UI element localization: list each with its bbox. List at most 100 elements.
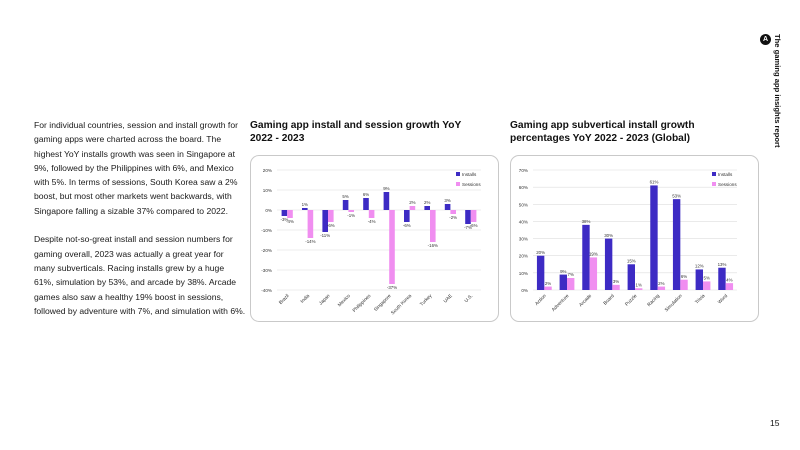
- body-text: For individual countries, session and in…: [34, 118, 246, 332]
- body-paragraph-subverticals: Despite not-so-great install and session…: [34, 234, 246, 316]
- bar-sessions-philippines: [368, 210, 375, 218]
- bar-installs-philippines: [363, 198, 369, 210]
- bar-installs-mexico: [342, 200, 349, 210]
- bar-sessions-japan: [328, 210, 334, 222]
- brand-logo-icon: A: [760, 34, 771, 45]
- data-label-installs-philippines: 6%: [363, 192, 369, 197]
- legend-swatch-installs: [712, 172, 716, 176]
- bar-installs-board: [604, 238, 613, 290]
- x-tick-label-trivia: Trivia: [694, 293, 707, 306]
- bar-sessions-action: [544, 286, 552, 290]
- y-tick-label: 20%: [519, 254, 528, 259]
- data-label-installs-trivia: 12%: [695, 264, 704, 269]
- chart-title-country-growth: Gaming app install and session growth Yo…: [250, 120, 462, 144]
- legend-label-sessions: Sessions: [462, 182, 481, 187]
- y-tick-label: 40%: [519, 219, 528, 224]
- bar-installs-puzzle: [627, 264, 635, 290]
- data-label-sessions-philippines: -4%: [368, 219, 376, 224]
- x-tick-label-turkey: Turkey: [419, 293, 434, 308]
- bar-installs-racing: [650, 185, 658, 290]
- chart-subvertical-growth: 70% 60% 50% 40% 30% 20% 10% 0% 20% 2% Action 9% 7% Ad…: [510, 155, 759, 322]
- data-label-sessions-u-s: -6%: [470, 223, 478, 228]
- bar-sessions-trivia: [703, 281, 711, 290]
- x-tick-label-mexico: Mexico: [337, 293, 352, 308]
- data-label-installs-brazil: -3%: [280, 217, 288, 222]
- bar-sessions-south-korea: [409, 206, 416, 210]
- legend-swatch-sessions: [712, 182, 716, 186]
- bar-installs-simulation: [672, 199, 681, 290]
- chart-title-subvertical-growth: Gaming app subvertical install growth pe…: [510, 120, 695, 144]
- y-tick-label: 60%: [519, 185, 528, 190]
- x-tick-label-puzzle: Puzzle: [624, 293, 639, 308]
- legend-label-installs: Installs: [718, 172, 733, 177]
- data-label-installs-racing: 61%: [650, 180, 659, 185]
- data-label-installs-japan: -11%: [320, 233, 330, 238]
- bar-installs-u-s: [465, 210, 471, 224]
- data-label-sessions-trivia: 5%: [704, 276, 710, 281]
- data-label-sessions-japan: -6%: [327, 223, 335, 228]
- data-label-installs-turkey: 2%: [424, 200, 430, 205]
- y-tick-label: -30%: [261, 268, 272, 273]
- bar-sessions-brazil: [287, 210, 293, 218]
- data-label-sessions-uae: -2%: [449, 215, 457, 220]
- data-label-sessions-board: 3%: [613, 279, 619, 284]
- chart-country-growth-svg: 20%10%0%-10%-20%-30%-40%-3%-4%Brazil1%-1…: [261, 168, 481, 316]
- x-tick-label-philippines: Philippines: [352, 293, 373, 314]
- bar-installs-uae: [444, 204, 451, 210]
- legend-swatch-sessions: [456, 182, 460, 186]
- x-tick-label-singapore: Singapore: [373, 293, 393, 313]
- bar-installs-trivia: [695, 269, 703, 290]
- data-label-installs-puzzle: 15%: [627, 258, 636, 263]
- data-label-sessions-racing: 2%: [658, 281, 664, 286]
- bar-installs-adventure: [559, 274, 567, 290]
- data-label-sessions-arcade: 19%: [589, 252, 598, 257]
- bar-installs-south-korea: [404, 210, 410, 222]
- x-tick-label-word: Word: [717, 293, 730, 306]
- data-label-sessions-mexico: -1%: [347, 213, 355, 218]
- y-tick-label: 30%: [519, 237, 528, 242]
- x-tick-label-india: India: [299, 293, 311, 305]
- legend-swatch-installs: [456, 172, 460, 176]
- data-label-installs-arcade: 38%: [582, 219, 591, 224]
- bar-installs-action: [536, 255, 545, 290]
- data-label-sessions-turkey: -16%: [428, 243, 438, 248]
- x-tick-label-uae: UAE: [443, 293, 454, 304]
- x-tick-label-simulation: Simulation: [664, 293, 684, 313]
- bar-sessions-board: [612, 284, 620, 290]
- y-tick-label: 20%: [263, 168, 272, 173]
- bar-installs-japan: [322, 210, 328, 232]
- x-tick-label-u-s: U.S.: [463, 293, 474, 304]
- bar-sessions-adventure: [567, 278, 575, 290]
- x-tick-label-racing: Racing: [646, 293, 661, 308]
- report-title-vertical: The gaming app insights report: [773, 34, 782, 148]
- chart-country-growth: 20% 10% 0% -10% -20% -30% -40% -3% -4% Brazil 1% -1…: [250, 155, 499, 322]
- bar-installs-brazil: [281, 210, 288, 216]
- bar-sessions-u-s: [470, 210, 477, 222]
- data-label-installs-word: 13%: [718, 262, 727, 267]
- x-tick-label-adventure: Adventure: [551, 293, 571, 313]
- y-tick-label: 50%: [519, 202, 528, 207]
- data-label-sessions-brazil: -4%: [286, 219, 294, 224]
- x-tick-label-brazil: Brazil: [278, 293, 291, 306]
- data-label-sessions-india: -14%: [305, 239, 315, 244]
- bar-sessions-mexico: [348, 210, 354, 212]
- y-tick-label: 0%: [265, 208, 272, 213]
- bar-sessions-racing: [657, 286, 666, 290]
- data-label-installs-mexico: 5%: [342, 194, 348, 199]
- x-tick-label-arcade: Arcade: [578, 293, 593, 308]
- data-label-installs-board: 30%: [604, 233, 613, 238]
- y-tick-label: -10%: [261, 228, 272, 233]
- y-tick-label: 10%: [263, 188, 272, 193]
- y-tick-label: -20%: [261, 248, 272, 253]
- bar-sessions-turkey: [430, 210, 436, 242]
- bar-sessions-uae: [450, 210, 456, 214]
- data-label-installs-india: 1%: [302, 202, 308, 207]
- data-label-sessions-word: 4%: [726, 277, 732, 282]
- data-label-installs-u-s: -7%: [464, 225, 472, 230]
- data-label-installs-singapore: 9%: [383, 186, 389, 191]
- bar-installs-india: [302, 208, 308, 210]
- data-label-sessions-singapore: -37%: [387, 285, 397, 290]
- bar-sessions-simulation: [680, 279, 688, 290]
- data-label-sessions-south-korea: 2%: [409, 200, 415, 205]
- x-tick-label-board: Board: [602, 293, 616, 307]
